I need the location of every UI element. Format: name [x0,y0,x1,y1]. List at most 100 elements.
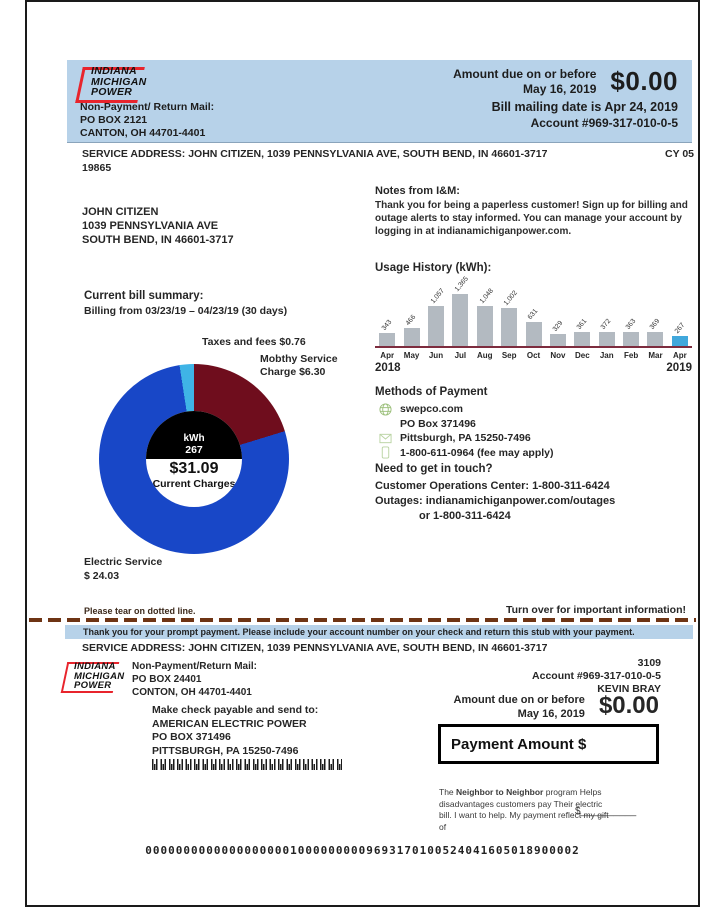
turn-over-note: Turn over for important information! [505,604,686,616]
usage-bar-column: 372 [595,318,619,346]
stub-customer-name: KEVIN BRAY [597,683,661,695]
customer-address-line: SOUTH BEND, IN 46601-3717 [82,234,234,246]
usage-year-end: 2019 [666,362,692,374]
contact-title: Need to get in touch? [375,463,493,475]
usage-bar [379,332,396,346]
stub-amount-due-label: Amount due on or before [453,694,585,706]
usage-months: Apr May Jun Jul Aug Sep Oct Nov Dec Jan Feb Mar Apr [375,351,692,360]
gift-amount-field[interactable]: $__________ [575,806,637,817]
usage-bar [476,306,493,346]
amount-due-label: Amount due on or before [453,67,597,81]
return-mail-block: Non-Payment/ Return Mail: PO BOX 2121 CA… [80,101,214,140]
postal-barcode [152,759,342,770]
pie-center: kWh 267 $31.09 Current Charges [146,411,242,507]
payment-web: swepco.com [400,403,464,415]
bill-mailing-date: Bill mailing date is Apr 24, 2019 [491,100,678,114]
amount-due-block: Amount due on or before May 16, 2019 $0.… [453,66,678,130]
pie-label-monthly-service: Mobthy Service Charge $6.30 [260,353,338,378]
usage-bar-column: 1,002 [497,289,521,346]
usage-bar [671,335,688,346]
envelope-icon [379,432,392,445]
usage-history-title: Usage History (kWh): [375,262,492,274]
usage-bar-column: 343 [375,319,399,346]
logo-line: POWER [91,86,133,98]
neighbor-program-name: Neighbor to Neighbor [456,787,544,797]
usage-bar-column: 369 [643,318,667,346]
payment-amount-box[interactable]: Payment Amount $ [438,724,659,764]
stub-amount-due-value: $0.00 [598,692,659,719]
customer-address-line: 1039 PENNSYLVANIA AVE [82,220,219,232]
customer-address-line: JOHN CITIZEN [82,206,159,218]
usage-bar [525,322,542,346]
payment-mail-line: PO Box 371496 [400,417,476,430]
usage-bar [501,307,518,346]
usage-bar [427,305,444,346]
logo-line: POWER [74,680,112,691]
usage-month-label: Sep [501,351,517,360]
neighbor-program-text: The Neighbor to Neighbor program Helps d… [439,787,609,832]
payment-amount-label: Payment Amount $ [451,735,587,753]
usage-bar [549,333,566,346]
logo-line: MICHIGAN [91,75,147,88]
stub-account-block: 3109 Account #969-317-010-0-5 KEVIN BRAY [532,657,661,696]
logo-line: MICHIGAN [74,670,125,682]
stub-company-logo: INDIANA MICHIGAN POWER [60,660,125,693]
usage-bar-column: 361 [570,318,594,346]
account-number: Account #969-317-010-0-5 [530,116,678,130]
usage-month-label: Jan [599,351,614,360]
tear-note: Please tear on dotted line. [84,606,196,616]
methods-of-payment-list: swepco.com PO Box 371496 Pittsburgh, PA … [379,402,554,460]
usage-month-label: Apr [380,351,395,360]
usage-month-label: May [403,351,420,360]
phone-icon [379,446,392,459]
usage-bar [598,331,615,346]
usage-bar [403,328,420,346]
usage-month-label: Jul [454,351,467,360]
contact-outages-phone: or 1-800-311-6424 [419,510,511,522]
company-logo: INDIANA MICHIGAN POWER [75,64,147,103]
usage-month-label: Dec [574,351,590,360]
usage-bar [647,331,664,346]
service-address: SERVICE ADDRESS: JOHN CITIZEN, 1039 PENN… [82,148,548,160]
usage-month-label: Jun [428,351,444,360]
usage-bar-column: 1,048 [473,288,497,346]
usage-month-label: Oct [526,351,541,360]
usage-month-label: Nov [550,351,566,360]
stub-service-address: SERVICE ADDRESS: JOHN CITIZEN, 1039 PENN… [82,642,548,654]
pie-center-total: $31.09 [169,460,219,477]
pie-center-total-label: Current Charges [152,478,236,490]
logo-line: INDIANA [74,661,116,672]
stub-return-mail: Non-Payment/Return Mail: PO BOX 24401 CO… [132,661,258,698]
stub-due-date: May 16, 2019 [517,707,585,720]
stub-amount-due-block: Amount due on or before May 16, 2019 $0.… [453,692,659,721]
payment-phone: 1-800-611-0964 (fee may apply) [400,446,554,459]
usage-bar-column: 631 [521,308,545,346]
methods-of-payment-title: Methods of Payment [375,386,488,398]
usage-years: 2018 2019 [375,362,692,374]
globe-icon [379,402,392,416]
check-payable-block: Make check payable and send to: AMERICAN… [152,704,319,757]
pie-center-kwh-value: 267 [185,444,203,456]
return-mail-title: Non-Payment/ Return Mail: [80,101,215,113]
stub-doc-number: 3109 [637,657,661,669]
usage-bar [623,332,640,346]
usage-month-label: Aug [476,351,493,360]
logo-line: INDIANA [91,65,137,77]
usage-bar-column: 1,365 [448,275,472,346]
return-mail-line: PO BOX 2121 [80,114,148,126]
route-code: 19865 [82,162,112,174]
bill-page: INDIANA MICHIGAN POWER Non-Payment/ Retu… [25,0,700,907]
contact-outages: Outages: indianamichiganpower.com/outage… [375,495,616,507]
service-address-row: SERVICE ADDRESS: JOHN CITIZEN, 1039 PENN… [82,148,694,160]
usage-bars: 343 466 1,057 1,365 1,048 1,002 631 329 361 372 36… [375,275,692,348]
contact-operations: Customer Operations Center: 1-800-311-64… [375,480,610,492]
usage-bar-column: 363 [619,318,643,346]
due-date: May 16, 2019 [523,82,597,96]
pie-center-kwh-label: kWh [183,433,205,444]
bill-summary-title: Current bill summary: [84,290,204,302]
tear-dashed-line [29,618,696,622]
usage-year-start: 2018 [375,362,401,374]
prompt-payment-banner: Thank you for your prompt payment. Pleas… [65,625,693,639]
notes-title: Notes from I&M: [375,185,460,197]
usage-month-label: Apr [672,351,687,360]
